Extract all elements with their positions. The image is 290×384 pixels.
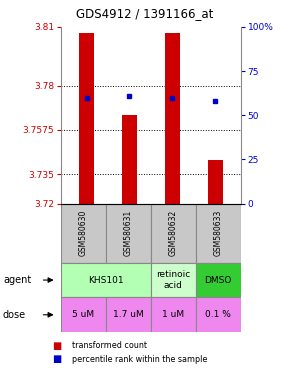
Bar bbox=[61, 204, 106, 263]
Text: GSM580632: GSM580632 bbox=[169, 210, 178, 256]
Text: 1.7 uM: 1.7 uM bbox=[113, 310, 144, 319]
Text: 1 uM: 1 uM bbox=[162, 310, 184, 319]
Text: dose: dose bbox=[3, 310, 26, 320]
Bar bbox=[196, 204, 241, 263]
Bar bbox=[196, 298, 241, 332]
Text: ■: ■ bbox=[52, 341, 61, 351]
Text: GDS4912 / 1391166_at: GDS4912 / 1391166_at bbox=[76, 7, 214, 20]
Bar bbox=[208, 161, 222, 204]
Bar bbox=[196, 263, 241, 298]
Bar bbox=[151, 263, 196, 298]
Text: GSM580630: GSM580630 bbox=[79, 210, 88, 256]
Bar bbox=[79, 33, 94, 204]
Text: transformed count: transformed count bbox=[72, 341, 148, 350]
Bar bbox=[151, 298, 196, 332]
Text: agent: agent bbox=[3, 275, 31, 285]
Text: percentile rank within the sample: percentile rank within the sample bbox=[72, 354, 208, 364]
Bar bbox=[106, 298, 151, 332]
Text: retinoic
acid: retinoic acid bbox=[156, 270, 191, 290]
Bar bbox=[165, 33, 180, 204]
Text: KHS101: KHS101 bbox=[88, 276, 124, 285]
Bar bbox=[61, 263, 151, 298]
Bar bbox=[122, 115, 137, 204]
Text: GSM580631: GSM580631 bbox=[124, 210, 133, 256]
Bar bbox=[151, 204, 196, 263]
Text: GSM580633: GSM580633 bbox=[214, 210, 223, 256]
Text: 5 uM: 5 uM bbox=[72, 310, 95, 319]
Text: ■: ■ bbox=[52, 354, 61, 364]
Bar bbox=[61, 298, 106, 332]
Text: DMSO: DMSO bbox=[204, 276, 232, 285]
Text: 0.1 %: 0.1 % bbox=[205, 310, 231, 319]
Bar bbox=[106, 204, 151, 263]
